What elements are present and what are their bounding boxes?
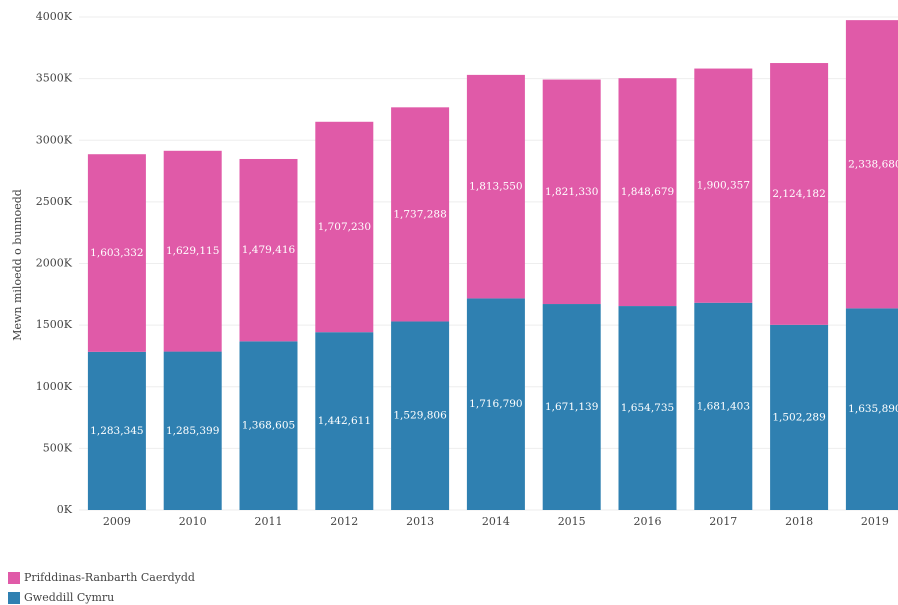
y-tick-label: 3000K <box>36 133 73 146</box>
x-tick-label: 2013 <box>406 515 434 528</box>
bar-segment <box>239 341 298 510</box>
value-label: 1,848,679 <box>621 186 674 198</box>
value-label: 1,716,790 <box>469 398 522 410</box>
x-tick-label: 2018 <box>785 515 813 528</box>
y-tick-label: 500K <box>43 441 73 454</box>
value-label: 1,707,230 <box>318 221 371 233</box>
x-tick-label: 2010 <box>179 515 207 528</box>
x-tick-label: 2011 <box>255 515 283 528</box>
value-label: 1,629,115 <box>166 245 219 257</box>
value-label: 1,283,345 <box>90 425 143 437</box>
bar-segment <box>87 351 146 510</box>
y-axis-title: Mewn miloedd o bunnoedd <box>11 189 24 341</box>
bar-segment <box>87 154 146 352</box>
value-label: 2,338,680 <box>848 158 898 170</box>
legend-label: Gweddill Cymru <box>24 591 114 604</box>
bar-segment <box>466 298 525 510</box>
x-tick-label: 2009 <box>103 515 131 528</box>
y-tick-label: 4000K <box>36 10 73 23</box>
value-label: 1,442,611 <box>318 415 371 427</box>
legend-swatch <box>8 592 20 604</box>
legend-swatch <box>8 572 20 584</box>
value-label: 1,285,399 <box>166 425 219 437</box>
value-label: 2,124,182 <box>772 188 825 200</box>
bar-segment <box>239 158 298 342</box>
legend-label: Prifddinas-Ranbarth Caerdydd <box>24 571 195 584</box>
bar-segment <box>618 306 677 510</box>
bar-segment <box>315 121 374 333</box>
bar-segment <box>391 321 450 510</box>
bar-segment <box>618 78 677 307</box>
y-tick-label: 0K <box>57 503 73 516</box>
y-tick-label: 2000K <box>36 257 73 270</box>
bar-segment <box>694 302 753 510</box>
bar-segment <box>542 79 601 305</box>
value-label: 1,654,735 <box>621 402 674 414</box>
value-label: 1,502,289 <box>772 411 825 423</box>
value-label: 1,813,550 <box>469 181 522 193</box>
value-label: 1,821,330 <box>545 186 598 198</box>
value-label: 1,635,890 <box>848 403 898 415</box>
x-tick-label: 2014 <box>482 515 510 528</box>
y-tick-label: 1500K <box>36 318 73 331</box>
bar-segment <box>163 351 222 510</box>
bar-segment <box>694 68 753 303</box>
value-label: 1,529,806 <box>393 410 447 422</box>
x-tick-label: 2016 <box>634 515 662 528</box>
bar-segment <box>770 63 829 325</box>
value-label: 1,900,357 <box>697 180 750 192</box>
bar-segment <box>163 150 222 352</box>
x-tick-label: 2015 <box>558 515 586 528</box>
x-tick-label: 2017 <box>709 515 737 528</box>
x-tick-label: 2012 <box>330 515 358 528</box>
value-label: 1,479,416 <box>242 244 296 256</box>
value-label: 1,368,605 <box>242 420 295 432</box>
bar-segment <box>770 324 829 510</box>
bar-segment <box>542 304 601 510</box>
value-label: 1,603,332 <box>90 247 143 259</box>
bar-segment <box>391 107 450 322</box>
bar-segment <box>466 74 525 299</box>
value-label: 1,737,288 <box>393 208 446 220</box>
y-tick-label: 3500K <box>36 72 73 85</box>
y-tick-label: 1000K <box>36 380 73 393</box>
bar-segment <box>845 308 898 510</box>
bar-segment <box>315 332 374 510</box>
value-label: 1,671,139 <box>545 401 598 413</box>
x-tick-label: 2019 <box>861 515 889 528</box>
value-label: 1,681,403 <box>697 400 750 412</box>
y-tick-label: 2500K <box>36 195 73 208</box>
bar-segment <box>845 20 898 309</box>
